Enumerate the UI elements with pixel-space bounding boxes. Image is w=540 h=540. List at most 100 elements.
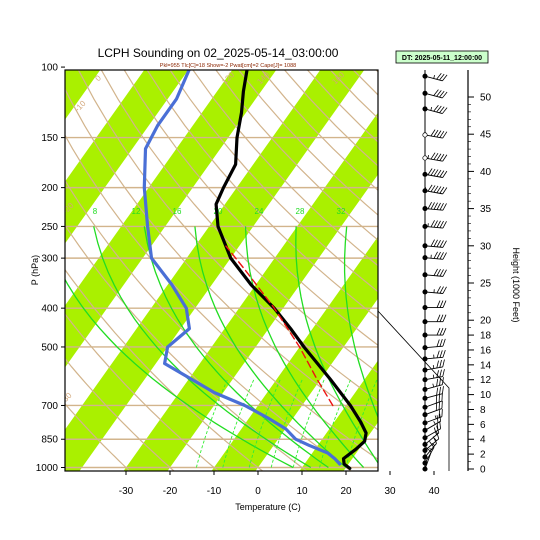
wind-barb-flag bbox=[436, 370, 439, 378]
wind-level-dot bbox=[422, 243, 428, 249]
wind-barb-flag bbox=[439, 350, 443, 358]
y-tick-label: 400 bbox=[41, 304, 58, 315]
wind-barb-flag bbox=[439, 154, 445, 161]
wind-barb-shaft bbox=[424, 432, 440, 445]
wind-barb-flag bbox=[433, 105, 439, 112]
dry-adiabat bbox=[65, 134, 378, 461]
wind-barb-shaft bbox=[424, 173, 443, 178]
wind-barb-flag bbox=[436, 431, 440, 439]
wind-level-dot bbox=[422, 106, 428, 112]
wind-barb-flag bbox=[436, 422, 439, 431]
dry-adiabat bbox=[65, 402, 131, 471]
chart-title: LCPH Sounding on 02_2025-05-14_03:00:00 bbox=[98, 46, 339, 60]
mixing-ratio-line bbox=[292, 378, 326, 468]
wind-barb bbox=[422, 268, 447, 278]
plot-frame bbox=[64, 69, 379, 472]
wind-barb-flag bbox=[436, 350, 440, 358]
wind-barb-flag bbox=[442, 338, 446, 347]
mixing-ratio-line bbox=[195, 378, 229, 468]
wind-barb-flag bbox=[442, 359, 445, 368]
wind-barb-flag bbox=[439, 300, 444, 308]
wind-barb bbox=[422, 168, 448, 178]
dry-adiabat-label: 30 bbox=[377, 109, 390, 122]
wind-barb-flag bbox=[439, 252, 444, 260]
x-tick-label: 40 bbox=[428, 486, 440, 497]
wind-barb bbox=[422, 413, 441, 433]
wind-barb-flag bbox=[433, 220, 438, 228]
wind-level-dot bbox=[422, 447, 428, 453]
wind-barb-flag bbox=[436, 327, 441, 336]
wind-barb-flag bbox=[436, 90, 442, 97]
wind-barb-half bbox=[433, 75, 435, 79]
height-tick-label: 4 bbox=[480, 435, 486, 446]
axes: -30 -20 -10 0 10 20 30 401001502002503004005007… bbox=[36, 63, 492, 497]
wind-barb-shaft bbox=[424, 345, 443, 349]
wind-level-dot bbox=[422, 223, 428, 230]
wind-barb-flag bbox=[430, 220, 435, 228]
wind-level-dot bbox=[422, 319, 428, 325]
height-tick-label: 16 bbox=[480, 345, 492, 356]
wind-barb bbox=[422, 369, 445, 383]
wind-barb-flag bbox=[439, 386, 441, 395]
wind-barb-flag bbox=[439, 314, 444, 322]
wind-barb bbox=[422, 386, 444, 401]
wind-barb-flag bbox=[436, 153, 442, 161]
height-tick-label: 6 bbox=[480, 420, 486, 431]
wind-level-dot bbox=[422, 289, 428, 295]
wind-barb-flag bbox=[439, 106, 445, 114]
dry-adiabat bbox=[65, 268, 264, 471]
wind-barb-flag bbox=[436, 202, 441, 210]
dry-adiabat-label: 10 bbox=[377, 214, 390, 227]
moist-adiabat bbox=[295, 226, 378, 464]
moist-adiabat bbox=[244, 226, 365, 468]
wind-level-dot bbox=[422, 356, 428, 362]
wind-barb-flag bbox=[442, 107, 448, 114]
wind-level-dot bbox=[422, 466, 428, 472]
wind-level-dot bbox=[422, 404, 428, 410]
wind-barb bbox=[422, 129, 448, 139]
wind-barb-flag bbox=[439, 170, 445, 178]
moist-adiabat bbox=[343, 226, 378, 419]
wind-barb bbox=[422, 393, 443, 410]
dry-adiabat bbox=[215, 70, 378, 241]
wind-barb bbox=[422, 239, 447, 249]
dry-adiabat bbox=[169, 70, 378, 293]
wind-barb-flag bbox=[433, 251, 438, 259]
wind-level-dot bbox=[422, 427, 428, 433]
wind-barb-flag bbox=[436, 378, 439, 387]
y-tick-label: 250 bbox=[41, 222, 58, 233]
dry-adiabat-label: -20 bbox=[61, 201, 76, 216]
wind-barb bbox=[422, 220, 447, 230]
height-tick-label: 8 bbox=[480, 405, 486, 416]
wind-barb-flag bbox=[442, 349, 446, 358]
y-tick-label: 500 bbox=[41, 342, 58, 353]
wind-barb-flag bbox=[442, 203, 447, 211]
y2-axis-label: Height (1000 Feet) bbox=[511, 247, 521, 322]
wind-barb-flag bbox=[439, 186, 445, 194]
moist-adiabat bbox=[65, 278, 294, 469]
temperature-line bbox=[214, 70, 368, 470]
isotherm-band bbox=[466, 28, 540, 484]
y-axis-label: P (hPa) bbox=[30, 255, 40, 285]
wind-barb bbox=[422, 184, 448, 195]
height-tick-label: 12 bbox=[480, 375, 492, 386]
wind-barb bbox=[422, 441, 435, 466]
wind-barb-flag bbox=[430, 202, 435, 210]
moist-adiabat-label: 28 bbox=[296, 207, 305, 216]
wind-barb-flag bbox=[439, 240, 444, 248]
y-tick-label: 700 bbox=[41, 401, 58, 412]
wind-barb-flag bbox=[439, 130, 445, 138]
height-tick-label: 20 bbox=[480, 316, 492, 327]
valid-time-box bbox=[395, 50, 489, 64]
dry-adiabat bbox=[146, 70, 378, 319]
valid-time-label: DT: 2025-05-11_12:00:00 bbox=[402, 55, 482, 62]
wind-barb bbox=[422, 400, 443, 418]
x-axis-label: Temperature (C) bbox=[235, 502, 301, 512]
wind-barb-flag bbox=[433, 89, 439, 96]
wind-barb-flag bbox=[436, 300, 441, 308]
wind-level-dot bbox=[422, 377, 428, 383]
height-tick-label: 45 bbox=[480, 130, 492, 141]
wind-barb-flag bbox=[442, 369, 445, 377]
wind-barb-flag bbox=[439, 421, 441, 429]
